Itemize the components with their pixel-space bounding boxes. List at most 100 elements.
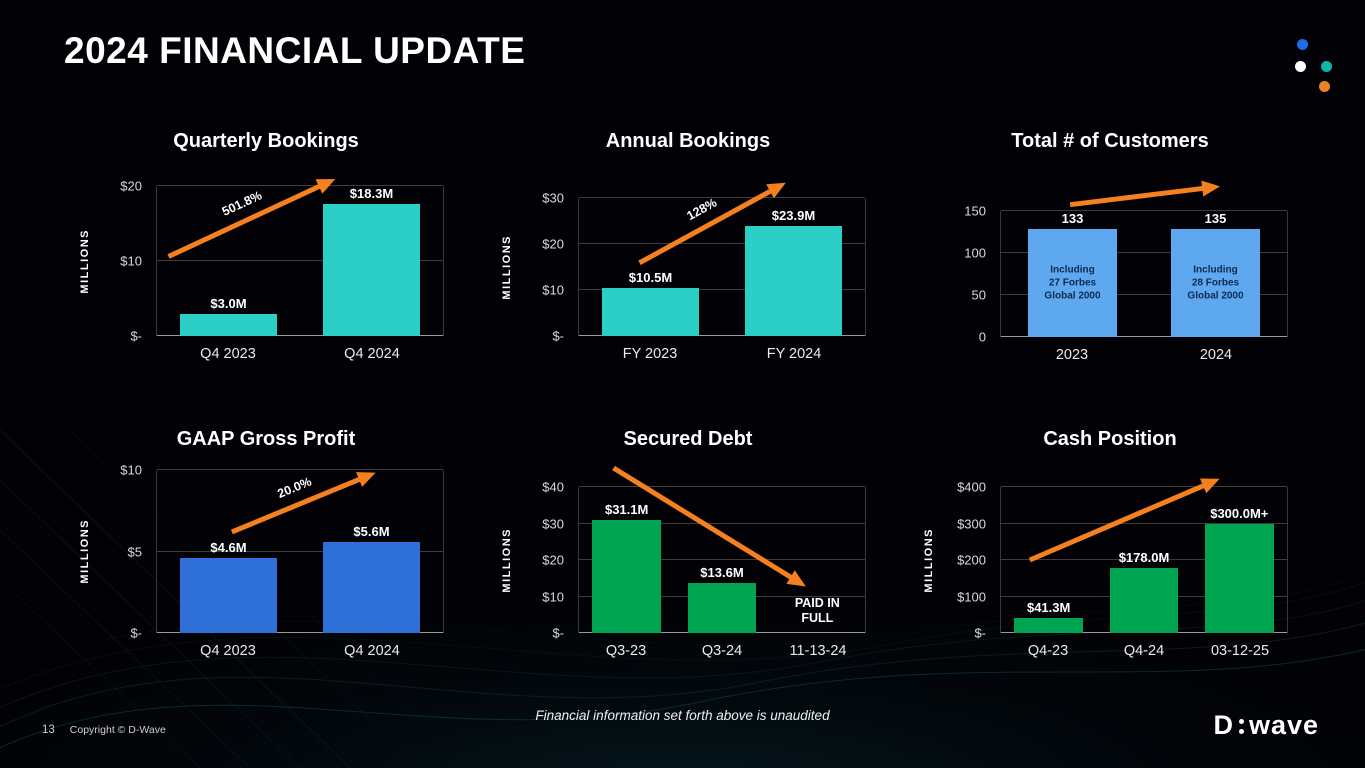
annotation-label: PAID IN FULL [794,595,840,626]
y-tick-label: 50 [971,287,986,303]
trend-arrow [612,465,806,587]
gridline [1001,522,1287,524]
plot-area: $31.1M $13.6M PAID IN FULL [578,465,866,633]
y-axis-title-text: MILLIONS [923,527,935,593]
y-tick-label: $- [130,328,142,344]
bar-value-label: $178.0M [1118,550,1170,566]
x-category-label: 2024 [1199,347,1233,363]
bar-slots: $10.5M $23.9M [579,198,865,336]
y-axis-title: MILLIONS [494,487,520,633]
chart-annual-bookings: Annual Bookings MILLIONS $- $10 $20 $30 $10.5M… [494,126,882,416]
y-tick-label: $10 [120,253,142,269]
bar-slot: $4.6M [179,470,278,633]
y-tick-label: $5 [127,544,142,559]
gridline [157,469,443,470]
bar-slot: 133 Including 27 Forbes Global 2000 [1028,211,1117,337]
y-axis-title: MILLIONS [72,186,98,336]
x-category-label: 11-13-24 [789,643,847,659]
y-tick-label: $100 [957,589,986,604]
white-dot-icon [1295,61,1306,72]
teal-dot-icon [1321,61,1332,72]
bar-value-label: $23.9M [771,208,816,224]
x-category-label: Q4 2024 [344,643,400,659]
chart-cash-position: Cash Position MILLIONS $- $100 $200 $300 $400 $… [916,424,1304,714]
bar-slot: $5.6M [322,470,421,633]
trend-arrow: 20.0% [230,472,376,535]
y-tick-label: $300 [957,516,986,531]
x-axis-labels: Q3-23 Q3-24 11-13-24 [578,643,866,659]
chart-secured-debt: Secured Debt MILLIONS $- $10 $20 $30 $40 $31.1M… [494,424,882,714]
y-tick-label: $20 [120,178,142,194]
bar [744,226,843,336]
gridline [579,243,865,244]
gridline [1001,252,1287,253]
bar [601,287,700,336]
x-category-label: FY 2023 [622,346,678,362]
y-tick-label: 100 [964,245,986,261]
x-axis-line [1001,336,1287,337]
x-axis-labels: Q4 2023 Q4 2024 [156,346,444,362]
gridline [579,289,865,290]
bar-slot: $31.1M [592,487,661,633]
x-category-label: Q4-24 [1123,643,1165,659]
y-axis-title-text: MILLIONS [501,527,513,593]
bar-slots: $3.0M $18.3M [157,186,443,336]
x-axis-labels: FY 2023 FY 2024 [578,346,866,362]
trend-arrow [1028,478,1220,563]
footer: 13 Copyright © D-Wave [42,724,166,736]
bar-value-label: $13.6M [700,565,744,581]
y-axis-title-text: MILLIONS [79,519,91,584]
y-tick-label: $- [130,625,142,641]
x-axis-line [157,335,443,336]
gridline [579,522,865,524]
bar [1014,617,1083,633]
y-axis-title-text: MILLIONS [501,234,513,300]
y-tick-label: $200 [957,552,986,568]
y-axis-ticks: $- $100 $200 $300 $400 [942,480,992,641]
x-axis-labels: Q4 2023 Q4 2024 [156,643,444,659]
y-tick-label: $10 [542,589,564,604]
x-category-label: Q4-23 [1027,643,1069,659]
x-category-label: Q4 2024 [344,346,400,362]
y-axis-ticks: $- $10 $20 $30 $40 [520,480,570,641]
x-axis-labels: Q4-23 Q4-24 03-12-25 [1000,643,1288,659]
bar-value-label: $10.5M [628,269,673,285]
bar-value-label: $4.6M [210,540,247,556]
chart-title: Quarterly Bookings [173,130,359,152]
footnote: Financial information set forth above is… [535,708,830,723]
bar-slots: 133 Including 27 Forbes Global 2000 135 Inc… [1001,211,1287,337]
chart-title: Annual Bookings [605,130,771,152]
dwave-logo: D wave [1213,710,1319,741]
chart-title: Cash Position [1043,428,1177,450]
y-axis-ticks: $- $5 $10 [98,463,148,641]
y-tick-label: $- [974,625,986,641]
x-axis-line [157,632,443,633]
x-category-label: Q4 2023 [200,643,256,659]
gridline [579,559,865,560]
gridline [157,185,443,186]
bar-slot: $178.0M [1109,487,1179,633]
bar [179,313,278,336]
gridline [1001,486,1287,487]
trend-arrow: 501.8% [167,178,336,259]
bar-value-label: 135 [1204,211,1227,226]
bar-slots: $41.3M $178.0M $300.0M+ [1001,487,1287,633]
bar-value-label: 133 [1061,211,1084,226]
bar: Including 28 Forbes Global 2000 [1171,229,1260,337]
gridline [579,197,865,198]
y-axis-title: MILLIONS [72,470,98,633]
bar-inside-label: Including 27 Forbes Global 2000 [1044,264,1101,302]
gridline [1001,294,1287,295]
plot-area: $4.6M $5.6M 20.0% [156,469,444,633]
y-tick-label: $400 [957,479,986,495]
bar-slot: $300.0M+ [1205,487,1274,633]
y-tick-label: $20 [542,236,564,252]
chart-title: GAAP Gross Profit [176,428,356,450]
x-axis-labels: 2023 2024 [1000,347,1288,363]
chart-title: Total # of Customers [1011,130,1209,152]
plot-area: $41.3M $178.0M $300.0M+ [1000,478,1288,633]
y-tick-label: $30 [542,516,564,531]
bar-slots: $4.6M $5.6M [157,470,443,633]
bar-value-label: $300.0M+ [1210,505,1269,521]
y-axis-ticks: 0 50 100 150 [942,204,992,345]
